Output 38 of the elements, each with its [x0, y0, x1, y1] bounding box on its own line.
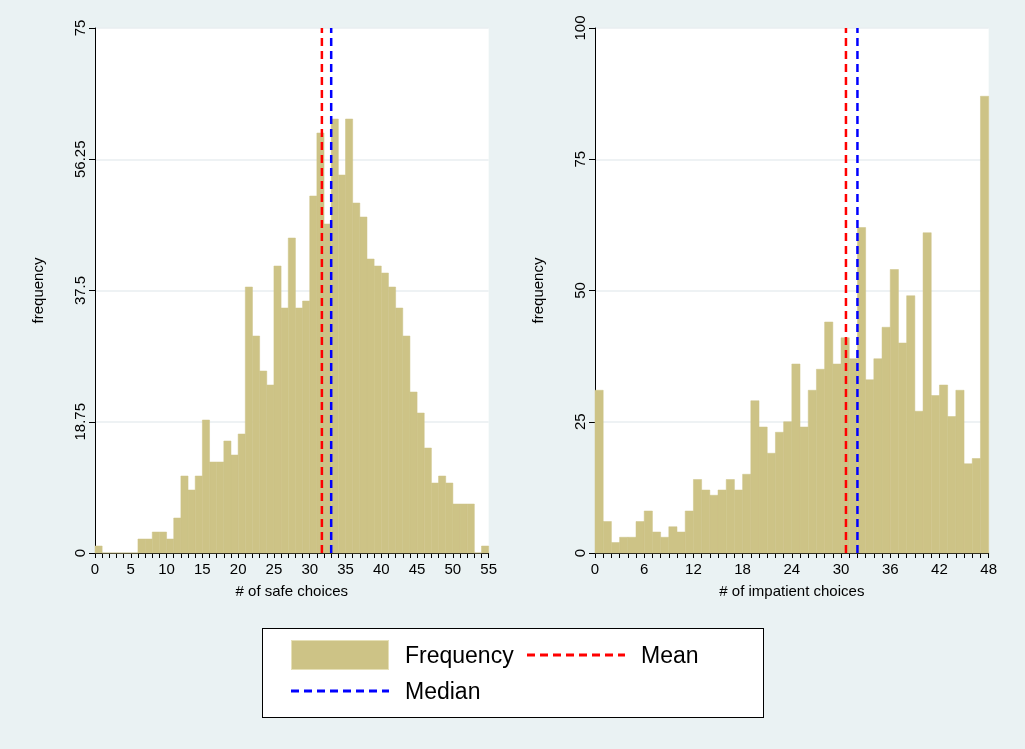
- x-tick-label: 18: [734, 560, 751, 577]
- x-tick-label: 0: [90, 560, 100, 577]
- x-tick-label: 55: [480, 560, 497, 577]
- legend-label: Median: [405, 677, 481, 705]
- y-tick-label: 0: [71, 548, 88, 558]
- x-axis-title: # of safe choices: [235, 582, 349, 599]
- y-axis-title: frequency: [29, 257, 46, 324]
- x-tick-label: 0: [590, 560, 600, 577]
- x-tick-label: 50: [444, 560, 462, 577]
- y-tick-label: 56.25: [71, 140, 88, 179]
- x-tick-label: 24: [783, 560, 801, 577]
- x-tick-label: 48: [980, 560, 997, 577]
- x-tick-label: 20: [229, 560, 247, 577]
- y-tick-label: 75: [71, 19, 88, 37]
- y-tick-label: 100: [571, 15, 588, 41]
- x-tick-label: 25: [265, 560, 283, 577]
- y-tick-label: 18.75: [71, 402, 88, 441]
- x-tick-label: 42: [931, 560, 948, 577]
- x-tick-label: 15: [194, 560, 211, 577]
- y-tick-label: 75: [571, 150, 588, 168]
- x-tick-label: 5: [126, 560, 135, 577]
- x-tick-label: 36: [881, 560, 899, 577]
- y-tick-label: 0: [571, 548, 588, 558]
- y-tick-label: 37.5: [71, 275, 88, 306]
- x-tick-label: 30: [301, 560, 319, 577]
- x-tick-label: 30: [832, 560, 850, 577]
- y-axis-title: frequency: [529, 257, 546, 324]
- y-tick-label: 25: [571, 413, 588, 431]
- legend-label: Frequency: [405, 641, 514, 669]
- x-tick-label: 6: [640, 560, 649, 577]
- x-tick-label: 35: [337, 560, 354, 577]
- x-tick-label: 10: [158, 560, 175, 577]
- legend-label: Mean: [641, 641, 699, 669]
- x-tick-label: 40: [372, 560, 390, 577]
- x-axis-title: # of impatient choices: [719, 582, 865, 599]
- y-tick-label: 50: [571, 282, 588, 299]
- x-tick-label: 12: [685, 560, 702, 577]
- x-tick-label: 45: [408, 560, 426, 577]
